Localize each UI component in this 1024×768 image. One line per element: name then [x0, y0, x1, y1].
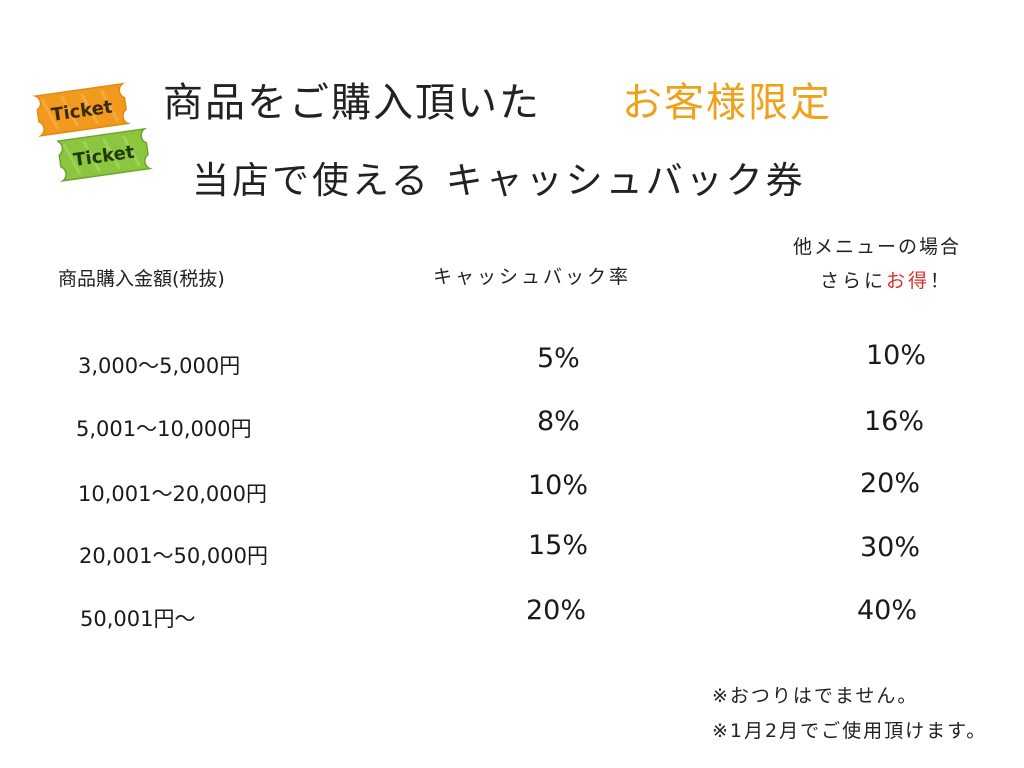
row-3-amount: 10,001〜20,000円: [78, 482, 267, 506]
note-valid-period: ※1月2月でご使用頂けます。: [712, 720, 988, 742]
row-1-rate: 5%: [537, 343, 580, 374]
title-line2: 当店で使える キャッシュバック券: [192, 159, 806, 202]
orange-ticket-icon: Ticket: [32, 82, 132, 137]
note-no-change: ※おつりはでません。: [712, 685, 919, 707]
row-4-rate: 15%: [528, 530, 589, 561]
row-3-rate: 10%: [528, 470, 589, 501]
row-5-other: 40%: [857, 595, 918, 626]
header-other-red: お得: [886, 270, 931, 292]
row-5-rate: 20%: [526, 595, 587, 626]
header-other-line1: 他メニューの場合: [793, 236, 962, 258]
row-2-rate: 8%: [537, 406, 580, 437]
row-5-amount: 50,001円〜: [80, 607, 196, 631]
header-amount: 商品購入金額(税抜): [58, 268, 225, 290]
row-2-amount: 5,001〜10,000円: [76, 417, 252, 441]
row-2-other: 16%: [864, 406, 925, 437]
title-highlight: お客様限定: [622, 80, 832, 126]
green-ticket-icon: Ticket: [54, 127, 153, 182]
header-other-line2: さらにお得！: [820, 266, 952, 293]
header-other-suffix: ！: [930, 270, 953, 292]
title-line1: 商品をご購入頂いた: [163, 80, 541, 126]
header-rate: キャッシュバック率: [433, 266, 632, 288]
ticket-logo: Ticket Ticket: [32, 82, 153, 182]
row-4-other: 30%: [860, 532, 921, 563]
header-other-prefix: さらに: [820, 270, 887, 292]
row-1-other: 10%: [866, 340, 927, 371]
row-4-amount: 20,001〜50,000円: [79, 544, 268, 568]
row-1-amount: 3,000〜5,000円: [78, 354, 241, 378]
row-3-other: 20%: [860, 468, 921, 499]
